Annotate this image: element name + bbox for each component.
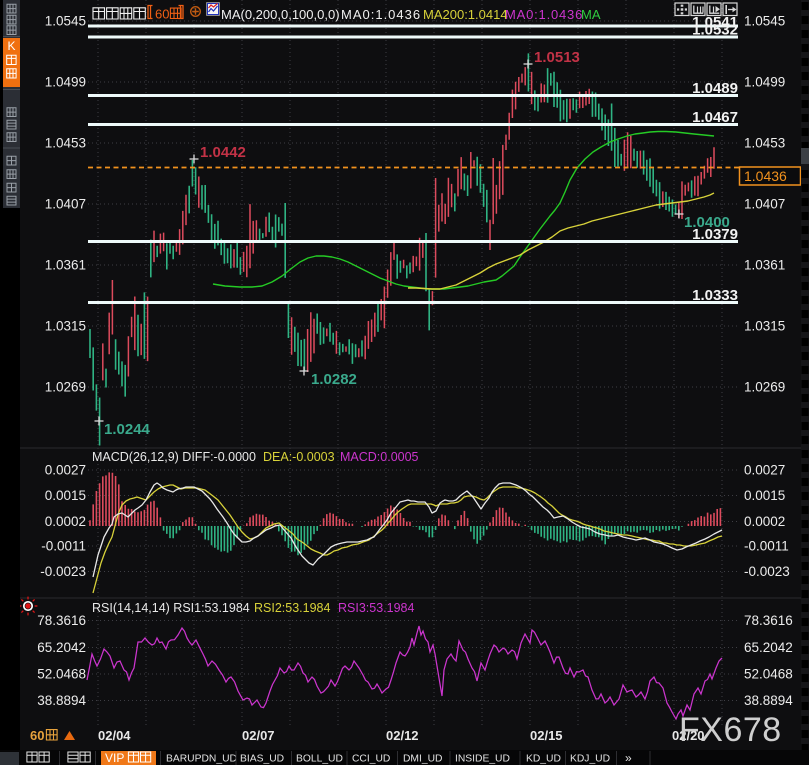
svg-text:1.0489: 1.0489 <box>692 80 738 97</box>
svg-text:1.0315: 1.0315 <box>744 319 785 334</box>
svg-text:K: K <box>7 39 15 53</box>
svg-text:»: » <box>625 751 632 765</box>
svg-text:1.0545: 1.0545 <box>744 14 785 29</box>
svg-text:INSIDE_UD: INSIDE_UD <box>455 754 510 765</box>
svg-text:VIP: VIP <box>105 751 124 765</box>
svg-text:BIAS_UD: BIAS_UD <box>240 754 284 765</box>
svg-text:-0.0011: -0.0011 <box>744 539 789 554</box>
svg-text:-0.0023: -0.0023 <box>744 564 790 579</box>
svg-text:02/15: 02/15 <box>530 728 563 743</box>
svg-text:1.0361: 1.0361 <box>744 258 785 273</box>
svg-text:60: 60 <box>30 728 44 743</box>
svg-text:1.0379: 1.0379 <box>692 226 738 243</box>
svg-text:MA200:1.0414: MA200:1.0414 <box>423 7 508 22</box>
svg-text:1.0467: 1.0467 <box>692 109 738 126</box>
svg-text:1.0333: 1.0333 <box>692 287 738 304</box>
svg-text:1.0499: 1.0499 <box>744 75 785 90</box>
svg-text:FX678: FX678 <box>679 711 782 749</box>
svg-text:02/20: 02/20 <box>672 728 705 743</box>
svg-text:1.0453: 1.0453 <box>45 136 86 151</box>
svg-text:RSI(14,14,14) RSI1:53.1984: RSI(14,14,14) RSI1:53.1984 <box>92 601 250 615</box>
svg-text:1.0453: 1.0453 <box>744 136 785 151</box>
svg-text:1.0282: 1.0282 <box>311 371 357 388</box>
svg-text:MA0:1.0436: MA0:1.0436 <box>505 7 583 22</box>
svg-text:BARUPDN_UD: BARUPDN_UD <box>166 754 237 765</box>
svg-text:MA(0,200,0,100,0,0): MA(0,200,0,100,0,0) <box>221 7 340 22</box>
svg-text:-0.0023: -0.0023 <box>40 564 86 579</box>
svg-text:MACD(26,12,9) DIFF:-0.0000: MACD(26,12,9) DIFF:-0.0000 <box>92 450 256 464</box>
svg-text:02/12: 02/12 <box>386 728 419 743</box>
svg-text:KDJ_UD: KDJ_UD <box>570 754 610 765</box>
svg-text:1.0407: 1.0407 <box>45 197 86 212</box>
svg-text:1.0442: 1.0442 <box>200 144 246 161</box>
svg-text:1.0400: 1.0400 <box>684 214 730 231</box>
svg-text:-0.0011: -0.0011 <box>41 539 86 554</box>
svg-text:52.0468: 52.0468 <box>744 667 793 682</box>
svg-text:MACD:0.0005: MACD:0.0005 <box>340 450 419 464</box>
svg-text:DEA:-0.0003: DEA:-0.0003 <box>263 450 335 464</box>
svg-text:1.0407: 1.0407 <box>744 197 785 212</box>
svg-text:0.0002: 0.0002 <box>45 514 86 529</box>
svg-text:02/04: 02/04 <box>98 728 131 743</box>
svg-text:1.0244: 1.0244 <box>104 421 151 438</box>
svg-text:RSI2:53.1984: RSI2:53.1984 <box>254 601 330 615</box>
svg-text:MA0:1.0436: MA0:1.0436 <box>341 7 421 22</box>
svg-text:0.0027: 0.0027 <box>45 463 86 478</box>
svg-text:RSI3:53.1984: RSI3:53.1984 <box>338 601 414 615</box>
svg-text:0.0002: 0.0002 <box>744 514 785 529</box>
svg-text:1.0269: 1.0269 <box>744 380 785 395</box>
svg-text:1.0361: 1.0361 <box>45 258 86 273</box>
svg-text:65.2042: 65.2042 <box>744 640 793 655</box>
svg-text:1.0499: 1.0499 <box>45 75 86 90</box>
svg-text:78.3616: 78.3616 <box>744 613 793 628</box>
svg-text:38.8894: 38.8894 <box>744 693 793 708</box>
svg-text:1.0315: 1.0315 <box>45 319 86 334</box>
svg-text:1.0436: 1.0436 <box>744 168 787 184</box>
svg-text:0.0027: 0.0027 <box>744 463 785 478</box>
svg-text:1.0269: 1.0269 <box>45 380 86 395</box>
svg-text:MA: MA <box>581 7 601 22</box>
svg-text:BOLL_UD: BOLL_UD <box>296 754 343 765</box>
svg-text:78.3616: 78.3616 <box>37 613 86 628</box>
svg-text:60: 60 <box>155 7 169 22</box>
svg-text:0.0015: 0.0015 <box>45 488 86 503</box>
svg-text:52.0468: 52.0468 <box>37 667 86 682</box>
svg-text:02/07: 02/07 <box>242 728 275 743</box>
svg-text:0.0015: 0.0015 <box>744 488 785 503</box>
svg-text:DMI_UD: DMI_UD <box>403 754 442 765</box>
svg-text:CCI_UD: CCI_UD <box>352 754 390 765</box>
svg-text:1.0532: 1.0532 <box>692 22 738 39</box>
svg-text:KD_UD: KD_UD <box>526 754 561 765</box>
svg-text:38.8894: 38.8894 <box>37 693 86 708</box>
svg-text:1.0513: 1.0513 <box>534 49 580 66</box>
svg-text:1.0545: 1.0545 <box>45 14 86 29</box>
svg-text:65.2042: 65.2042 <box>37 640 86 655</box>
